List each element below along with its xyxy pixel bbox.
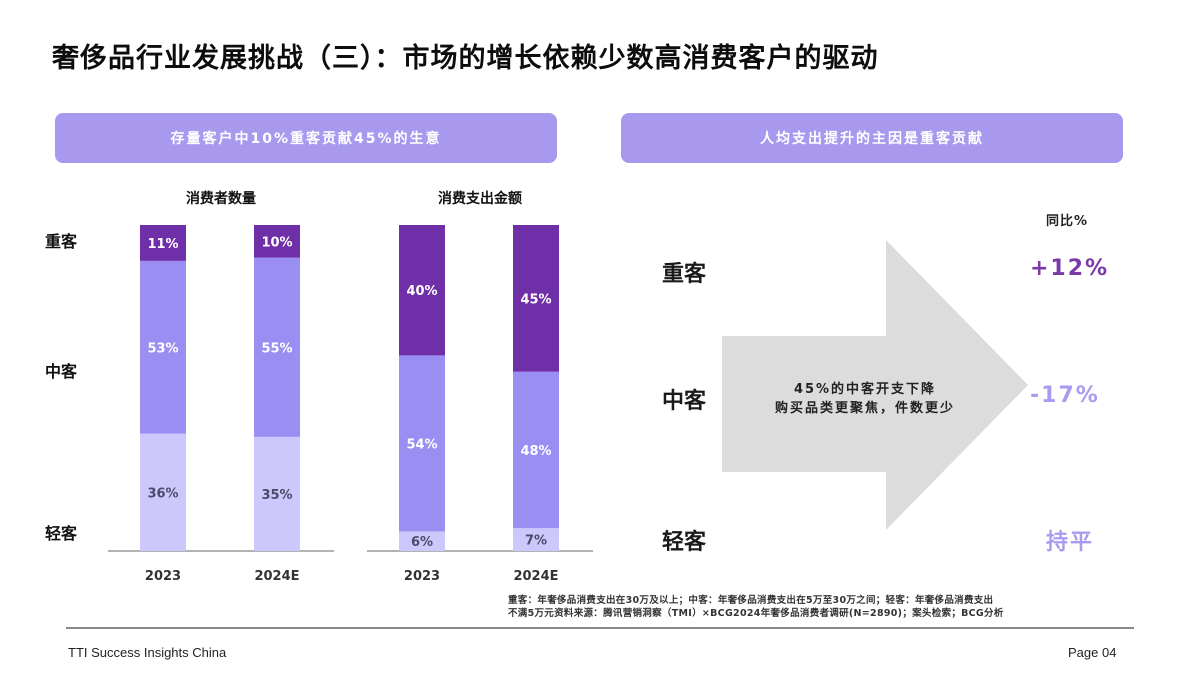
right-label-medium: 中客 bbox=[662, 389, 707, 414]
bar-segment-c1-2024E-中客 bbox=[254, 257, 300, 437]
yoy-value-medium: -17% bbox=[1030, 383, 1100, 408]
chart1-title: 消费者数量 bbox=[186, 190, 256, 207]
data-label-c2-2024E-轻客: 7% bbox=[525, 534, 547, 549]
data-label-c1-2023-重客: 11% bbox=[147, 237, 178, 252]
x-tick-label-c1-2023: 2023 bbox=[145, 569, 181, 584]
data-label-c1-2024E-重客: 10% bbox=[261, 235, 292, 250]
big-arrow-shape bbox=[722, 240, 1028, 530]
bar-segment-c1-2023-轻客 bbox=[140, 433, 186, 551]
arrow-text-line2: 购买品类更聚焦，件数更少 bbox=[774, 401, 955, 416]
bar-segment-c1-2023-重客 bbox=[140, 225, 186, 261]
left-banner-text: 存量客户中10%重客贡献45%的生意 bbox=[170, 131, 442, 147]
footnote-line2: 不满5万元资料来源：腾讯营销洞察（TMI）×BCG2024年奢侈品消费者调研(N… bbox=[508, 608, 1004, 619]
right-label-heavy: 重客 bbox=[662, 262, 707, 287]
data-label-c2-2023-轻客: 6% bbox=[411, 535, 433, 550]
data-label-c2-2023-重客: 40% bbox=[406, 284, 437, 299]
data-label-c2-2024E-中客: 48% bbox=[520, 444, 551, 459]
bar-segment-c2-2024E-中客 bbox=[513, 371, 559, 529]
footer-brand: TTI Success Insights China bbox=[68, 645, 227, 660]
footer-divider bbox=[66, 627, 1134, 629]
right-label-light: 轻客 bbox=[662, 530, 707, 555]
bar-segment-c1-2024E-重客 bbox=[254, 225, 300, 258]
bar-segment-c1-2023-中客 bbox=[140, 260, 186, 434]
page-number: Page 04 bbox=[1068, 645, 1117, 660]
bar-segment-c2-2024E-重客 bbox=[513, 225, 559, 372]
x-tick-label-c2-2024E: 2024E bbox=[513, 569, 558, 584]
right-banner: 人均支出提升的主因是重客贡献 bbox=[621, 113, 1123, 163]
yoy-value-light: 持平 bbox=[1046, 530, 1095, 555]
left-banner: 存量客户中10%重客贡献45%的生意 bbox=[55, 113, 557, 163]
x-tick-label-c1-2024E: 2024E bbox=[254, 569, 299, 584]
data-label-c1-2023-中客: 53% bbox=[147, 341, 178, 356]
bar-segment-c2-2023-轻客 bbox=[399, 531, 445, 551]
data-label-c1-2024E-中客: 55% bbox=[261, 341, 292, 356]
bar-segment-c2-2024E-轻客 bbox=[513, 528, 559, 551]
data-label-c2-2023-中客: 54% bbox=[406, 437, 437, 452]
row-label-light: 轻客 bbox=[45, 524, 78, 543]
bars-layer: 36% 53% 11% 2023 35% 55% 10% 2024E 6% 54% 40% 2023 7… bbox=[140, 225, 559, 584]
data-label-c1-2023-轻客: 36% bbox=[147, 486, 178, 501]
bar-segment-c2-2023-重客 bbox=[399, 225, 445, 356]
bar-segment-c1-2024E-轻客 bbox=[254, 436, 300, 551]
yoy-header: 同比% bbox=[1046, 214, 1089, 229]
page-title: 奢侈品行业发展挑战（三）：市场的增长依赖少数高消费客户的驱动 bbox=[52, 43, 879, 74]
right-banner-text: 人均支出提升的主因是重客贡献 bbox=[760, 131, 984, 147]
x-tick-label-c2-2023: 2023 bbox=[404, 569, 440, 584]
arrow-text-line1: 45%的中客开支下降 bbox=[793, 382, 937, 397]
row-label-medium: 中客 bbox=[45, 362, 78, 381]
chart2-title: 消费支出金额 bbox=[438, 190, 522, 207]
data-label-c1-2024E-轻客: 35% bbox=[261, 488, 292, 503]
yoy-value-heavy: +12% bbox=[1030, 256, 1110, 281]
arrow-text: 45%的中客开支下降 购买品类更聚焦，件数更少 bbox=[745, 380, 985, 418]
footnote: 重客：年奢侈品消费支出在30万及以上；中客：年奢侈品消费支出在5万至30万之间；… bbox=[508, 594, 1148, 620]
data-label-c2-2024E-重客: 45% bbox=[520, 292, 551, 307]
row-label-heavy: 重客 bbox=[45, 232, 78, 251]
footnote-line1: 重客：年奢侈品消费支出在30万及以上；中客：年奢侈品消费支出在5万至30万之间；… bbox=[508, 595, 994, 606]
bar-segment-c2-2023-中客 bbox=[399, 355, 445, 532]
